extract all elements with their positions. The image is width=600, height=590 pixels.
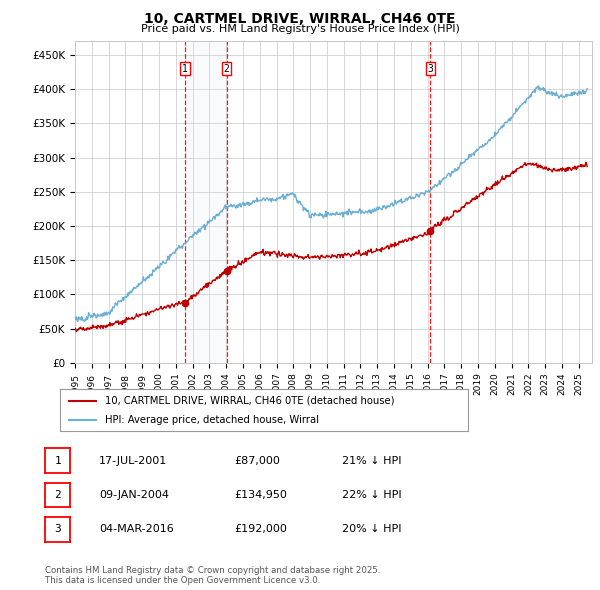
Text: 2: 2 xyxy=(54,490,61,500)
Bar xyxy=(185,41,227,363)
Text: 20% ↓ HPI: 20% ↓ HPI xyxy=(342,525,401,534)
Text: 04-MAR-2016: 04-MAR-2016 xyxy=(99,525,174,534)
Text: 17-JUL-2001: 17-JUL-2001 xyxy=(99,456,167,466)
Text: HPI: Average price, detached house, Wirral: HPI: Average price, detached house, Wirr… xyxy=(105,415,319,425)
Text: 22% ↓ HPI: 22% ↓ HPI xyxy=(342,490,401,500)
Text: £134,950: £134,950 xyxy=(234,490,287,500)
Text: Price paid vs. HM Land Registry's House Price Index (HPI): Price paid vs. HM Land Registry's House … xyxy=(140,24,460,34)
Text: Contains HM Land Registry data © Crown copyright and database right 2025.
This d: Contains HM Land Registry data © Crown c… xyxy=(45,566,380,585)
Text: 10, CARTMEL DRIVE, WIRRAL, CH46 0TE (detached house): 10, CARTMEL DRIVE, WIRRAL, CH46 0TE (det… xyxy=(105,395,394,405)
Text: 3: 3 xyxy=(428,64,433,74)
Text: 21% ↓ HPI: 21% ↓ HPI xyxy=(342,456,401,466)
Text: 09-JAN-2004: 09-JAN-2004 xyxy=(99,490,169,500)
Text: 1: 1 xyxy=(54,456,61,466)
Text: £192,000: £192,000 xyxy=(234,525,287,534)
Text: 10, CARTMEL DRIVE, WIRRAL, CH46 0TE: 10, CARTMEL DRIVE, WIRRAL, CH46 0TE xyxy=(144,12,456,26)
Text: 3: 3 xyxy=(54,525,61,534)
Text: 2: 2 xyxy=(224,64,230,74)
Text: 1: 1 xyxy=(182,64,188,74)
Text: £87,000: £87,000 xyxy=(234,456,280,466)
